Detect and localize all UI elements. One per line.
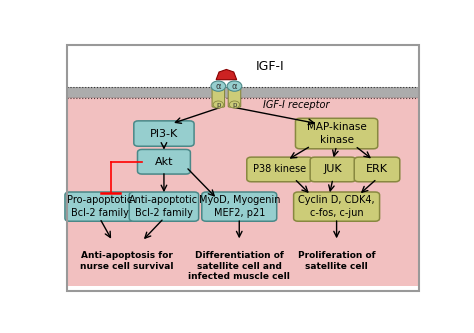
Text: P38 kinese: P38 kinese: [253, 165, 306, 174]
Text: p: p: [216, 102, 220, 108]
Text: α: α: [232, 82, 237, 91]
FancyBboxPatch shape: [354, 157, 400, 182]
Text: IGF-I receptor: IGF-I receptor: [263, 100, 329, 110]
FancyBboxPatch shape: [129, 192, 199, 221]
Text: MAP-kinase
kinase: MAP-kinase kinase: [307, 122, 366, 145]
Text: Akt: Akt: [155, 157, 173, 167]
Text: IGF-I: IGF-I: [256, 60, 284, 73]
FancyBboxPatch shape: [134, 121, 194, 146]
Text: ERK: ERK: [366, 165, 388, 174]
Text: Differentiation of
satellite cell and
infected muscle cell: Differentiation of satellite cell and in…: [188, 251, 290, 281]
Text: PI3-K: PI3-K: [150, 129, 178, 139]
FancyBboxPatch shape: [65, 192, 134, 221]
Text: Cyclin D, CDK4,
c-fos, c-jun: Cyclin D, CDK4, c-fos, c-jun: [298, 195, 375, 218]
Text: Anti-apoptosis for
nurse cell survival: Anti-apoptosis for nurse cell survival: [81, 251, 174, 271]
FancyBboxPatch shape: [212, 86, 225, 107]
Circle shape: [213, 101, 223, 108]
Text: JUK: JUK: [324, 165, 342, 174]
FancyBboxPatch shape: [202, 192, 277, 221]
FancyBboxPatch shape: [293, 192, 380, 221]
FancyBboxPatch shape: [66, 97, 419, 286]
FancyBboxPatch shape: [66, 45, 419, 87]
FancyBboxPatch shape: [66, 87, 419, 98]
Circle shape: [227, 81, 242, 91]
FancyBboxPatch shape: [295, 118, 378, 149]
FancyBboxPatch shape: [137, 150, 191, 174]
FancyBboxPatch shape: [247, 157, 312, 182]
Text: α: α: [216, 82, 221, 91]
Circle shape: [229, 101, 240, 108]
FancyBboxPatch shape: [310, 157, 356, 182]
Polygon shape: [216, 70, 237, 80]
Text: Proliferation of
satellite cell: Proliferation of satellite cell: [298, 251, 375, 271]
Text: p: p: [232, 102, 237, 108]
Text: MyoD, Myogenin
MEF2, p21: MyoD, Myogenin MEF2, p21: [199, 195, 280, 218]
Text: Anti-apoptotic
Bcl-2 family: Anti-apoptotic Bcl-2 family: [129, 195, 199, 218]
FancyBboxPatch shape: [228, 86, 241, 107]
Text: Pro-apoptotic
Bcl-2 family: Pro-apoptotic Bcl-2 family: [67, 195, 132, 218]
Circle shape: [211, 81, 226, 91]
